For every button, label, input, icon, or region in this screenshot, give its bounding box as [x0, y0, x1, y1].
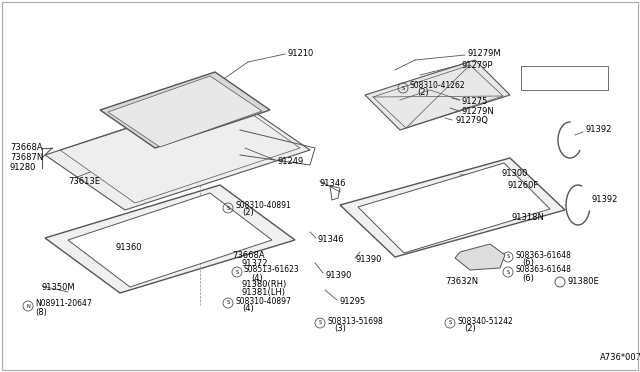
Text: 91275: 91275: [462, 96, 488, 106]
Text: S: S: [401, 86, 404, 90]
Text: 91279P: 91279P: [462, 61, 493, 70]
Text: (6): (6): [522, 259, 534, 267]
Text: (3): (3): [334, 324, 346, 334]
Text: (2): (2): [417, 89, 429, 97]
Text: 73668A: 73668A: [10, 144, 43, 153]
Text: 91390: 91390: [325, 270, 351, 279]
Text: S: S: [227, 301, 230, 305]
Text: 91392: 91392: [585, 125, 611, 135]
Text: 91279M: 91279M: [467, 49, 500, 58]
Text: (2): (2): [242, 208, 253, 218]
Text: <73910V>: <73910V>: [525, 80, 572, 89]
Text: 91372: 91372: [242, 259, 269, 267]
Text: 73613E: 73613E: [68, 177, 100, 186]
Polygon shape: [68, 193, 272, 287]
Text: 91346: 91346: [320, 179, 346, 187]
Text: 91295: 91295: [340, 298, 366, 307]
Text: 73668A: 73668A: [232, 250, 264, 260]
Text: 91210: 91210: [287, 49, 313, 58]
Text: 91249: 91249: [278, 157, 304, 167]
Text: (4): (4): [251, 273, 263, 282]
Text: 91300: 91300: [502, 169, 529, 177]
Text: S: S: [319, 321, 321, 326]
Polygon shape: [365, 60, 510, 130]
Text: S: S: [236, 269, 239, 275]
Text: 91380E: 91380E: [568, 278, 600, 286]
Text: 91392: 91392: [592, 196, 618, 205]
Text: (2): (2): [464, 324, 476, 334]
Text: S08363-61648: S08363-61648: [515, 266, 571, 275]
Text: 73687N: 73687N: [10, 154, 44, 163]
Text: 73632N: 73632N: [445, 278, 478, 286]
Text: 91360: 91360: [115, 244, 141, 253]
Text: (8): (8): [35, 308, 47, 317]
Polygon shape: [340, 158, 565, 257]
Text: S08310-40897: S08310-40897: [235, 296, 291, 305]
Text: 91280: 91280: [10, 164, 36, 173]
Polygon shape: [455, 244, 505, 270]
Text: 91279N: 91279N: [462, 108, 495, 116]
Polygon shape: [100, 72, 270, 148]
Text: 91260F: 91260F: [507, 182, 538, 190]
Text: 91346: 91346: [318, 235, 344, 244]
Polygon shape: [358, 163, 550, 253]
Text: 91350M: 91350M: [42, 283, 76, 292]
Text: S08513-61623: S08513-61623: [244, 266, 300, 275]
FancyBboxPatch shape: [521, 66, 608, 90]
Polygon shape: [108, 76, 262, 147]
Text: S08340-51242: S08340-51242: [457, 317, 513, 326]
Text: (6): (6): [522, 273, 534, 282]
Text: A736*0079: A736*0079: [600, 353, 640, 362]
Text: N: N: [26, 304, 30, 308]
Text: S08310-40891: S08310-40891: [235, 201, 291, 209]
Polygon shape: [45, 95, 310, 210]
Text: S08310-41262: S08310-41262: [410, 80, 466, 90]
Text: 91390: 91390: [356, 256, 382, 264]
Text: S: S: [449, 321, 452, 326]
Text: 91380(RH): 91380(RH): [242, 279, 287, 289]
Text: 91381(LH): 91381(LH): [242, 288, 286, 296]
Polygon shape: [45, 185, 295, 293]
Text: (4): (4): [242, 305, 253, 314]
Text: S08313-51698: S08313-51698: [327, 317, 383, 326]
Text: N08911-20647: N08911-20647: [35, 299, 92, 308]
Text: 91279Q: 91279Q: [455, 116, 488, 125]
Text: S: S: [506, 269, 509, 275]
Text: 91318N: 91318N: [512, 214, 545, 222]
Text: S08363-61648: S08363-61648: [515, 250, 571, 260]
Text: S: S: [227, 205, 230, 211]
Text: S: S: [506, 254, 509, 260]
Text: SEE SEC.738: SEE SEC.738: [525, 71, 579, 80]
